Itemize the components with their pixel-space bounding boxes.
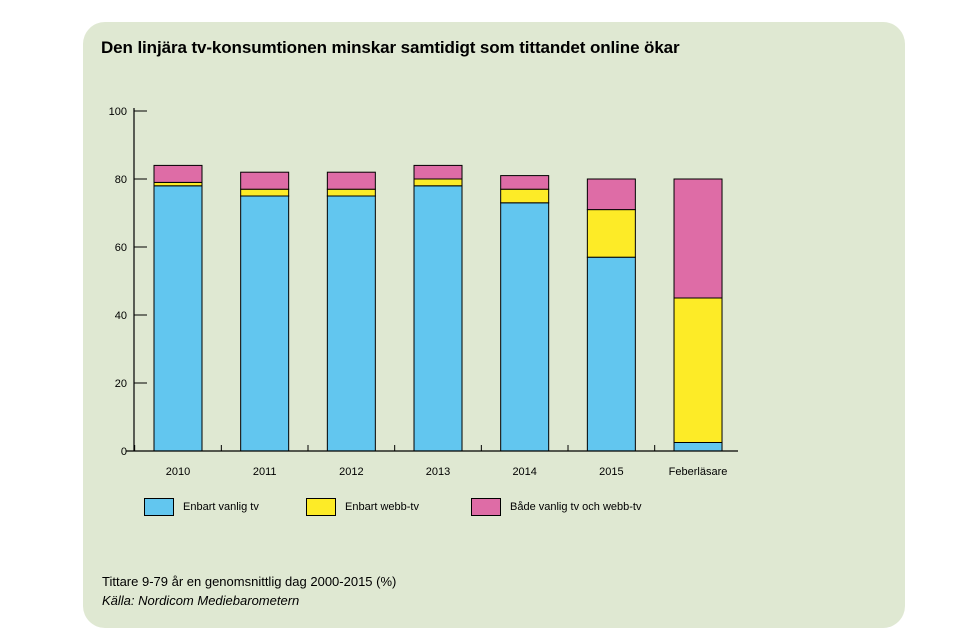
- x-tick-label: 2014: [512, 466, 536, 478]
- y-tick-label: 20: [115, 378, 127, 390]
- chart-note: Tittare 9-79 år en genomsnittlig dag 200…: [102, 574, 397, 589]
- x-tick-label: Feberläsare: [669, 466, 728, 478]
- legend-swatch: [144, 498, 174, 516]
- bar-segment-2014-2: [500, 188, 550, 204]
- bar-segment-feberläsare-1: [673, 442, 723, 452]
- legend-item-enbart-vanlig-tv: Enbart vanlig tv: [144, 497, 259, 517]
- y-tick-label: 80: [115, 174, 127, 186]
- bar-segment-feberläsare-2: [673, 297, 723, 443]
- x-tick-label: 2015: [599, 466, 623, 478]
- bar-segment-2012-1: [326, 195, 376, 452]
- x-tick-label: 2013: [426, 466, 450, 478]
- bar-segment-2015-2: [586, 209, 636, 258]
- bar-segment-2013-1: [413, 185, 463, 452]
- y-tick-label: 0: [121, 446, 127, 458]
- x-tick-label: 2010: [166, 466, 190, 478]
- axis-layer: 2010 2011 2012 2013 2014 2015 Feberläsare 0 20 40…: [109, 106, 738, 478]
- y-tick-label: 60: [115, 242, 127, 254]
- chart-panel: [83, 22, 905, 628]
- legend-label: Enbart webb-tv: [345, 501, 419, 513]
- legend-item-enbart-webb-tv: Enbart webb-tv: [306, 497, 419, 517]
- x-tick-label: 2012: [339, 466, 363, 478]
- legend-swatch: [306, 498, 336, 516]
- bar-segment-2010-1: [153, 185, 203, 452]
- x-tick-label: 2011: [253, 466, 277, 478]
- legend-label: Enbart vanlig tv: [183, 501, 259, 513]
- y-tick-label: 40: [115, 310, 127, 322]
- bar-segment-2013-3: [413, 164, 463, 180]
- bar-segment-2011-2: [240, 188, 290, 197]
- bar-segment-2011-3: [240, 171, 290, 190]
- y-tick-label: 100: [109, 106, 127, 118]
- bar-segment-2011-1: [240, 195, 290, 452]
- bar-segment-2012-3: [326, 171, 376, 190]
- bar-segment-2014-1: [500, 202, 550, 452]
- bar-segment-2010-2: [153, 181, 203, 187]
- legend-item-bade-vanlig-och-webb-tv: Både vanlig tv och webb-tv: [471, 497, 641, 517]
- bar-segment-feberläsare-3: [673, 178, 723, 299]
- chart-source: Källa: Nordicom Mediebarometern: [102, 593, 300, 608]
- legend-label: Både vanlig tv och webb-tv: [510, 501, 642, 513]
- bar-segment-2010-3: [153, 164, 203, 183]
- bar-segment-2013-2: [413, 178, 463, 187]
- bar-segment-2015-3: [586, 178, 636, 211]
- bar-segment-2012-2: [326, 188, 376, 197]
- chart-title: Den linjära tv-konsumtionen minskar samt…: [101, 38, 680, 57]
- bars-layer: [153, 164, 723, 452]
- legend-swatch: [471, 498, 501, 516]
- bar-segment-2015-1: [586, 256, 636, 452]
- bar-segment-2014-3: [500, 175, 550, 190]
